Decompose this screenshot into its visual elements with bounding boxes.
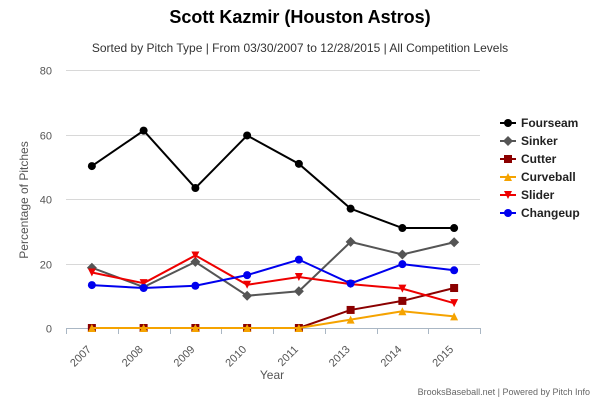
data-point-fourseam (450, 224, 459, 233)
data-point-curveball (294, 324, 303, 332)
legend-marker-fourseam (504, 119, 512, 127)
data-point-slider (294, 273, 303, 282)
data-point-slider (87, 268, 96, 277)
legend-marker-changeup (504, 209, 512, 217)
y-tick-label: 0 (46, 324, 52, 336)
data-point-changeup (243, 271, 252, 280)
data-point-slider (243, 280, 252, 289)
legend-label-sinker: Sinker (521, 134, 558, 148)
x-tick-label: 2015 (430, 344, 456, 370)
legend-item-fourseam[interactable]: Fourseam (500, 116, 578, 130)
x-tick-label: 2008 (120, 344, 146, 370)
data-point-slider (191, 251, 200, 260)
legend-item-slider[interactable]: Slider (500, 188, 555, 202)
legend-item-curveball[interactable]: Curveball (500, 170, 576, 184)
y-axis-label: Percentage of Pitches (17, 141, 31, 258)
legend-item-changeup[interactable]: Changeup (500, 206, 580, 220)
data-point-cutter (346, 305, 355, 314)
series-fourseam (87, 126, 459, 233)
legend-label-curveball: Curveball (521, 170, 576, 184)
series-line-curveball (91, 310, 455, 329)
data-point-curveball (243, 324, 252, 332)
data-point-sinker (293, 286, 304, 297)
data-point-changeup (87, 281, 96, 290)
legend-marker-sinker (503, 136, 513, 146)
legend-label-cutter: Cutter (521, 152, 557, 166)
series-group (86, 126, 460, 332)
data-point-curveball (346, 315, 355, 324)
data-point-cutter (450, 284, 459, 293)
series-line-sinker (91, 240, 455, 297)
data-point-sinker (397, 249, 408, 260)
data-point-fourseam (346, 204, 355, 213)
series-changeup (87, 255, 459, 293)
data-point-sinker (449, 237, 460, 248)
x-tick-label: 2011 (276, 344, 301, 369)
data-point-changeup (346, 279, 355, 288)
data-point-fourseam (294, 159, 303, 168)
x-tick-label: 2013 (327, 344, 353, 370)
series-slider (87, 251, 459, 308)
data-point-slider (139, 279, 148, 288)
series-curveball (87, 307, 459, 332)
data-point-curveball (450, 312, 459, 321)
data-point-fourseam (87, 162, 96, 171)
series-line-fourseam (91, 129, 455, 230)
data-point-changeup (139, 284, 148, 293)
data-point-sinker (190, 256, 201, 267)
data-point-curveball (87, 324, 96, 332)
grid (66, 70, 480, 329)
legend-item-sinker[interactable]: Sinker (500, 134, 558, 148)
x-tick-label: 2010 (223, 344, 249, 370)
legend-item-cutter[interactable]: Cutter (500, 152, 557, 166)
y-tick-label: 40 (40, 195, 52, 207)
data-point-cutter (398, 296, 407, 305)
legend-marker-cutter (504, 155, 512, 163)
data-point-fourseam (191, 184, 200, 193)
data-point-curveball (191, 324, 200, 332)
series-line-slider (91, 254, 455, 305)
data-point-fourseam (139, 126, 148, 135)
data-point-fourseam (243, 131, 252, 140)
x-tick-label: 2009 (172, 344, 198, 370)
data-point-slider (398, 284, 407, 293)
y-tick-label: 60 (40, 131, 52, 143)
series-line-changeup (91, 258, 455, 290)
legend-marker-curveball (504, 173, 512, 181)
chart-subtitle: Sorted by Pitch Type | From 03/30/2007 t… (92, 41, 508, 55)
x-axis-label: Year (260, 368, 284, 382)
data-point-curveball (398, 307, 407, 316)
data-point-sinker (242, 290, 253, 301)
legend-label-changeup: Changeup (521, 206, 580, 220)
data-point-changeup (450, 266, 459, 275)
credit-text: BrooksBaseball.net | Powered by Pitch In… (418, 387, 590, 397)
legend-label-slider: Slider (521, 188, 555, 202)
legend-marker-slider (504, 191, 512, 199)
data-point-fourseam (398, 224, 407, 233)
data-point-changeup (398, 260, 407, 269)
data-point-slider (450, 299, 459, 308)
y-axis-ticks: 0 20 40 60 80 (40, 66, 52, 336)
x-tick-label: 2014 (379, 344, 405, 370)
data-point-curveball (139, 324, 148, 332)
y-tick-label: 20 (40, 260, 52, 272)
data-point-sinker (345, 236, 356, 247)
chart-title: Scott Kazmir (Houston Astros) (169, 7, 430, 27)
x-axis-ticks: 2007 2008 2009 2010 2011 2013 2014 2015 (66, 328, 481, 369)
y-tick-label: 80 (40, 66, 52, 78)
legend: Fourseam Sinker Cutter Curveball Slider Chang… (500, 116, 580, 220)
legend-label-fourseam: Fourseam (521, 116, 578, 130)
data-point-changeup (191, 281, 200, 290)
data-point-changeup (294, 255, 303, 264)
x-tick-label: 2007 (68, 344, 94, 370)
